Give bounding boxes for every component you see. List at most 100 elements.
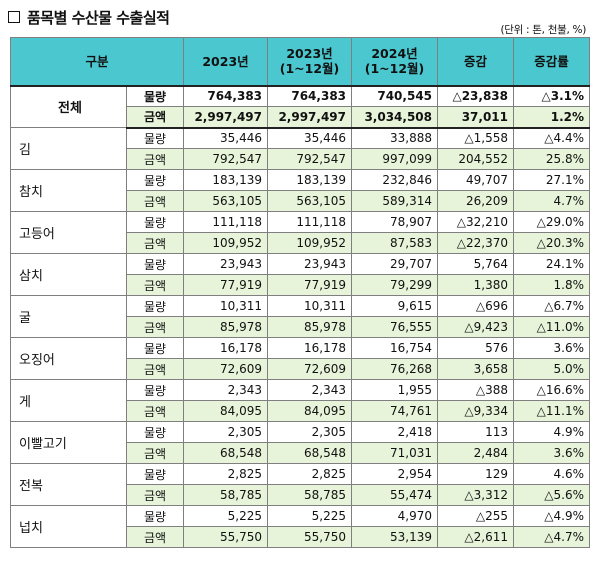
value-change: 576	[437, 337, 515, 359]
value-2023-period: 58,785	[267, 484, 353, 506]
value-2023: 2,343	[183, 379, 269, 401]
value-2024-period: 589,314	[351, 190, 439, 212]
value-change: 204,552	[437, 148, 515, 170]
value-2024-period: 55,474	[351, 484, 439, 506]
value-change-rate: 25.8%	[513, 148, 591, 170]
value-2024-period: 740,545	[351, 85, 439, 107]
value-2023-period: 72,609	[267, 358, 353, 380]
value-change: △22,370	[437, 232, 515, 254]
table-body: 전체 물량 764,383 764,383 740,545 △23,838 △3.1% 금액 2…	[10, 85, 591, 548]
value-2023-period: 111,118	[267, 211, 353, 233]
table-row: 금액 2,997,497 2,997,497 3,034,508 37,011 1.2%	[11, 106, 591, 129]
volume-label: 물량	[125, 505, 185, 527]
value-2024-period: 53,139	[351, 526, 439, 548]
value-2023: 16,178	[183, 337, 269, 359]
header-row: 구분 2023년 2023년 (1~12월) 2024년 (1~12월) 증감 …	[9, 37, 591, 87]
value-change-rate: △3.1%	[513, 85, 591, 107]
value-change-rate: 4.6%	[513, 463, 591, 485]
value-2024-period: 33,888	[351, 127, 439, 149]
value-2023: 55,750	[183, 526, 269, 548]
value-2023-period: 2,825	[267, 463, 353, 485]
volume-label: 물량	[125, 169, 185, 191]
item-name: 전복	[10, 463, 127, 506]
table-row: 김 물량 35,446 35,446 33,888 △1,558 △4.4%	[10, 127, 591, 170]
header-2023-period-months: (1~12월)	[279, 61, 340, 77]
table-row: 금액 77,919 77,919 79,299 1,380 1.8%	[11, 274, 591, 296]
item-name: 이빨고기	[10, 421, 127, 464]
table-row: 전체 물량 764,383 764,383 740,545 △23,838 △3.1%	[10, 85, 591, 128]
amount-label: 금액	[125, 106, 185, 129]
value-2023: 23,943	[183, 253, 269, 275]
amount-label: 금액	[125, 148, 185, 170]
table-row: 게 물량 2,343 2,343 1,955 △388 △16.6%	[10, 379, 591, 422]
value-2023-period: 5,225	[267, 505, 353, 527]
value-2023: 72,609	[183, 358, 269, 380]
value-change-rate: △16.6%	[513, 379, 591, 401]
value-2023-period: 2,343	[267, 379, 353, 401]
value-2024-period: 87,583	[351, 232, 439, 254]
table-row: 금액 68,548 68,548 71,031 2,484 3.6%	[11, 442, 591, 464]
value-change: △3,312	[437, 484, 515, 506]
value-change-rate: △11.0%	[513, 316, 591, 338]
checkbox-icon	[8, 11, 20, 23]
item-name: 넙치	[10, 505, 127, 548]
value-2023-period: 764,383	[267, 85, 353, 107]
value-2023-period: 77,919	[267, 274, 353, 296]
value-2023-period: 55,750	[267, 526, 353, 548]
value-change: △9,423	[437, 316, 515, 338]
value-2023-period: 68,548	[267, 442, 353, 464]
header-2023-period-year: 2023년	[286, 46, 333, 62]
value-change: 3,658	[437, 358, 515, 380]
table-row: 금액 109,952 109,952 87,583 △22,370 △20.3%	[11, 232, 591, 254]
page-title: 품목별 수산물 수출실적	[27, 8, 170, 27]
value-change: △1,558	[437, 127, 515, 149]
value-2023: 77,919	[183, 274, 269, 296]
value-2024-period: 71,031	[351, 442, 439, 464]
header-2024-period-months: (1~12월)	[364, 61, 425, 77]
value-change: △696	[437, 295, 515, 317]
value-2024-period: 29,707	[351, 253, 439, 275]
item-name: 오징어	[10, 337, 127, 380]
value-change-rate: 1.8%	[513, 274, 591, 296]
value-2023-period: 2,305	[267, 421, 353, 443]
value-2024-period: 16,754	[351, 337, 439, 359]
value-change: △32,210	[437, 211, 515, 233]
header-category: 구분	[9, 37, 185, 87]
value-2023-period: 2,997,497	[267, 106, 353, 129]
amount-label: 금액	[125, 232, 185, 254]
value-change: △9,334	[437, 400, 515, 422]
value-change-rate: 1.2%	[513, 106, 591, 129]
amount-label: 금액	[125, 400, 185, 422]
table-row: 금액 85,978 85,978 76,555 △9,423 △11.0%	[11, 316, 591, 338]
value-2024-period: 78,907	[351, 211, 439, 233]
value-change-rate: △29.0%	[513, 211, 591, 233]
volume-label: 물량	[125, 253, 185, 275]
value-2023-period: 23,943	[267, 253, 353, 275]
value-2023-period: 792,547	[267, 148, 353, 170]
export-table: 구분 2023년 2023년 (1~12월) 2024년 (1~12월) 증감 …	[9, 37, 591, 548]
table-row: 굴 물량 10,311 10,311 9,615 △696 △6.7%	[10, 295, 591, 338]
volume-label: 물량	[125, 85, 185, 107]
table-row: 참치 물량 183,139 183,139 232,846 49,707 27.1%	[10, 169, 591, 212]
table-row: 금액 58,785 58,785 55,474 △3,312 △5.6%	[11, 484, 591, 506]
value-change: 5,764	[437, 253, 515, 275]
value-change-rate: △6.7%	[513, 295, 591, 317]
amount-label: 금액	[125, 190, 185, 212]
value-change-rate: △4.7%	[513, 526, 591, 548]
value-change-rate: △4.9%	[513, 505, 591, 527]
value-change-rate: 3.6%	[513, 337, 591, 359]
value-change: 37,011	[437, 106, 515, 129]
value-change: 1,380	[437, 274, 515, 296]
volume-label: 물량	[125, 295, 185, 317]
value-change-rate: △20.3%	[513, 232, 591, 254]
value-2024-period: 4,970	[351, 505, 439, 527]
value-change: △388	[437, 379, 515, 401]
header-2023-period: 2023년 (1~12월)	[267, 37, 353, 87]
value-2023: 764,383	[183, 85, 269, 107]
value-2024-period: 997,099	[351, 148, 439, 170]
value-2024-period: 2,418	[351, 421, 439, 443]
amount-label: 금액	[125, 358, 185, 380]
volume-label: 물량	[125, 421, 185, 443]
table-row: 넙치 물량 5,225 5,225 4,970 △255 △4.9%	[10, 505, 591, 548]
header-2023: 2023년	[183, 37, 269, 87]
